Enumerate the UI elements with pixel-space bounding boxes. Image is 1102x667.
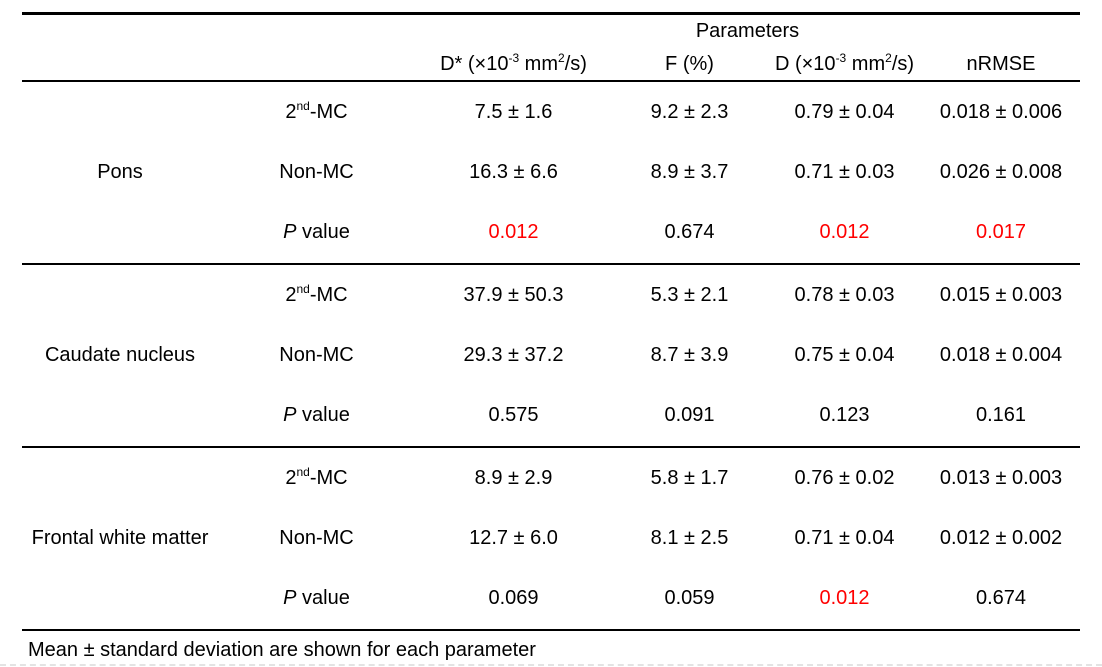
p-value-cell: 0.012 (819, 587, 870, 610)
value-cell: 29.3 ± 37.2 (463, 343, 564, 366)
p-value-cell: 0.069 (488, 587, 539, 610)
column-header-row: D* (×10 -3 mm 2/s) F (%) D (×10 -3 mm 2/s) n… (22, 48, 1080, 80)
value-cell: 37.9 ± 50.3 (463, 283, 564, 306)
value-cell: 9.2 ± 2.3 (650, 100, 729, 123)
value-cell: 0.015 ± 0.003 (939, 283, 1063, 306)
value-cell: 0.013 ± 0.003 (939, 466, 1063, 489)
value-cell: 5.8 ± 1.7 (650, 466, 729, 489)
column-header-nrmse: nRMSE (966, 52, 1036, 75)
column-header-region-spacer (22, 48, 218, 80)
value-cell: 8.9 ± 2.9 (474, 466, 553, 489)
p-value-cell: 0.017 (975, 221, 1027, 244)
value-cell: 8.7 ± 3.9 (650, 343, 729, 366)
p-value-cell: 0.091 (664, 404, 715, 427)
p-value-cell: 0.012 (488, 221, 539, 244)
p-value-cell: 0.123 (819, 404, 870, 427)
method-label-non-mc: Non-MC (279, 343, 354, 366)
value-cell: 0.012 ± 0.002 (939, 526, 1063, 549)
p-value-cell: 0.575 (488, 404, 539, 427)
value-cell: 8.9 ± 3.7 (650, 160, 729, 183)
p-value-cell: 0.674 (975, 587, 1027, 610)
bottom-edge-divider (0, 664, 1102, 666)
column-header-f: F (%) (665, 52, 714, 75)
value-cell: 0.78 ± 0.03 (794, 283, 895, 306)
region-label: Frontal white matter (31, 526, 209, 549)
p-value-cell: 0.674 (664, 221, 715, 244)
p-value-cell: 0.161 (975, 404, 1027, 427)
column-header-d: D (×10 -3 mm 2/s) (774, 51, 915, 75)
value-cell: 0.018 ± 0.004 (939, 343, 1063, 366)
column-header-dstar: D* (×10 -3 mm 2/s) (440, 51, 587, 75)
value-cell: 7.5 ± 1.6 (474, 100, 553, 123)
value-cell: 0.75 ± 0.04 (794, 343, 895, 366)
value-cell: 16.3 ± 6.6 (469, 160, 558, 183)
method-label-p-value: P value (283, 587, 350, 610)
value-cell: 0.79 ± 0.04 (794, 100, 895, 123)
value-cell: 0.026 ± 0.008 (939, 160, 1063, 183)
value-cell: 5.3 ± 2.1 (650, 283, 729, 306)
value-cell: 8.1 ± 2.5 (650, 526, 729, 549)
method-label-non-mc: Non-MC (279, 160, 354, 183)
value-cell: 0.76 ± 0.02 (794, 466, 895, 489)
region-label: Pons (97, 160, 143, 183)
p-value-cell: 0.012 (819, 221, 870, 244)
p-value-cell: 0.059 (664, 587, 715, 610)
table-header: Parameters D* (×10 -3 mm 2/s) F (%) D (×10… (22, 12, 1080, 82)
value-cell: 12.7 ± 6.0 (469, 526, 558, 549)
value-cell: 0.018 ± 0.006 (939, 100, 1063, 123)
method-label-p-value: P value (283, 221, 350, 244)
value-cell: 0.71 ± 0.04 (794, 526, 895, 549)
parameters-table: Parameters D* (×10 -3 mm 2/s) F (%) D (×10… (22, 12, 1080, 662)
table-footnote: Mean ± standard deviation are shown for … (28, 639, 536, 661)
parameters-group-header: Parameters (695, 20, 800, 42)
method-label-p-value: P value (283, 404, 350, 427)
column-header-method-spacer (218, 48, 415, 80)
region-label: Caudate nucleus (44, 343, 196, 366)
value-cell: 0.71 ± 0.03 (794, 160, 895, 183)
table-header-group-row: Parameters (22, 15, 1080, 48)
method-label-non-mc: Non-MC (279, 526, 354, 549)
